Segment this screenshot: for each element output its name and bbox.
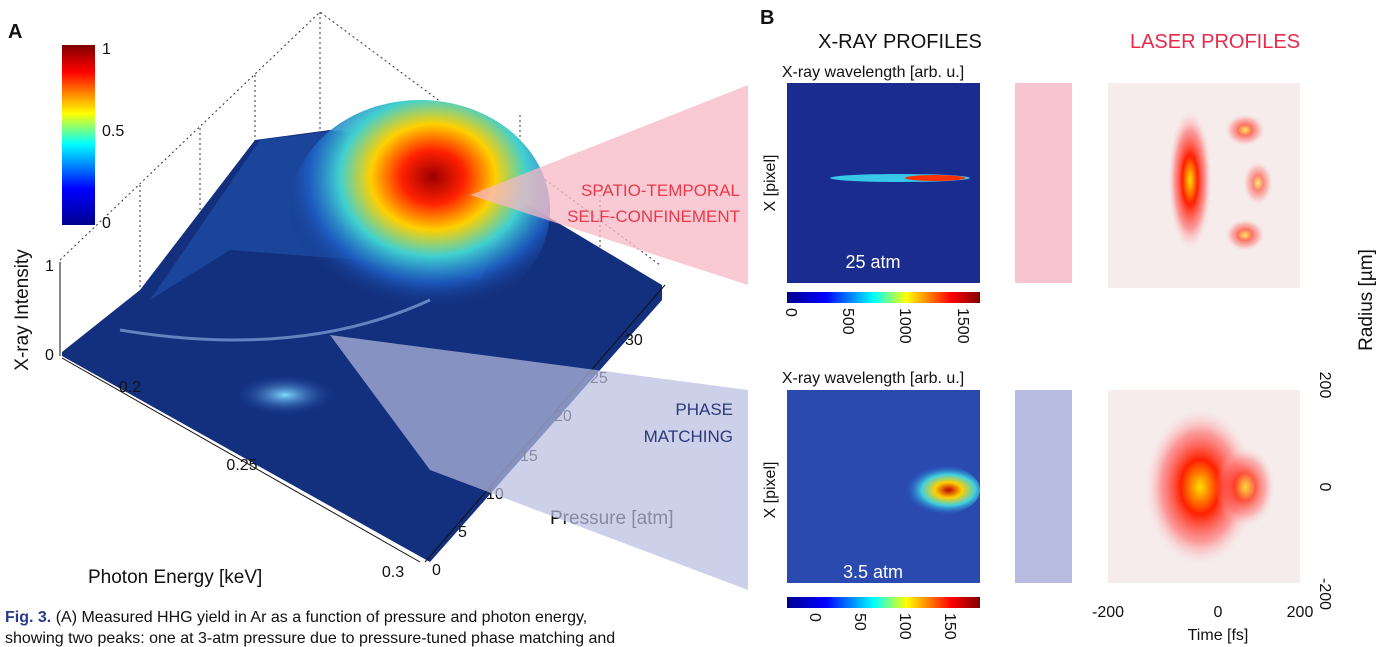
colorbar-tick: 500 [839,308,856,335]
annotation-wedge [330,335,748,590]
laser-blob [1215,447,1275,527]
annotation: PHASE [675,400,733,419]
colorbar-tick: 0.5 [102,123,124,140]
laser-blob [1168,110,1212,250]
colorbar [787,597,980,608]
colorbar-tick: 1000 [896,308,913,344]
caption-line: (A) Measured HHG yield in Ar as a functi… [56,609,588,626]
radius-tick: 200 [1316,372,1333,399]
colorbar-tick: 0 [806,613,823,622]
laser-blob [1225,219,1265,251]
column-title: X-RAY PROFILES [818,31,982,53]
y-tick: 5 [458,524,467,541]
z-label: X-ray Intensity [12,249,33,371]
radius-label: Radius [µm] [1356,249,1377,351]
y-tick: 30 [625,332,643,349]
time-tick: 0 [1214,604,1223,621]
pressure-label: 3.5 atm [843,562,903,582]
x-tick: 0.2 [119,379,141,396]
time-tick: 200 [1287,604,1314,621]
annotation: MATCHING [644,427,733,446]
colorbar-tick: 1 [102,41,111,58]
purple-strip [1015,390,1072,583]
xray-image [787,83,980,283]
annotation: SPATIO-TEMPORAL [581,181,740,200]
xray-streak [890,464,980,516]
time-tick: -200 [1092,604,1124,621]
z-tick: 0 [45,347,54,364]
x-tick: 0.3 [382,564,404,581]
caption-line: showing two peaks: one at 3-atm pressure… [5,630,615,647]
laser-blob [1243,161,1273,205]
y-tick: 0 [432,562,441,579]
column-title: LASER PROFILES [1130,31,1300,53]
colorbar [787,292,980,303]
image-y-label: X [pixel] [762,155,779,212]
laser-blob [1145,409,1255,565]
z-tick: 1 [45,258,54,275]
surface-bump [235,375,335,415]
xray-streak [905,175,965,181]
colorbar-tick: 50 [851,613,868,631]
colorbar-tick: 0 [782,308,799,317]
colorbar-tick: 0 [102,215,111,232]
x-tick: 0.25 [226,457,257,474]
surface-ridge [119,298,431,342]
colorbar-tick: 150 [941,613,958,640]
time-label: Time [fs] [1188,627,1249,644]
colorbar-tick: 1500 [954,308,971,344]
caption-label: Fig. 3. [5,609,51,626]
panel-label: A [8,21,22,43]
pink-strip [1015,83,1072,283]
pressure-label: 25 atm [845,252,900,272]
annotation: SELF-CONFINEMENT [567,207,740,226]
x-label: Photon Energy [keV] [88,567,262,588]
annotation-wedge [470,85,748,285]
radius-tick: -200 [1316,578,1333,610]
x-axis [61,357,421,563]
surface-peak [290,100,550,320]
image-title: X-ray wavelength [arb. u.] [782,64,964,81]
caption: Fig. 3. (A) Measured HHG yield in Ar as … [5,609,587,626]
laser-blob [1225,114,1265,146]
radius-tick: 0 [1316,483,1333,492]
colorbar [62,45,95,225]
colorbar-tick: 100 [896,613,913,640]
image-title: X-ray wavelength [arb. u.] [782,370,964,387]
panel-label: B [760,7,774,29]
image-y-label: X [pixel] [762,462,779,519]
